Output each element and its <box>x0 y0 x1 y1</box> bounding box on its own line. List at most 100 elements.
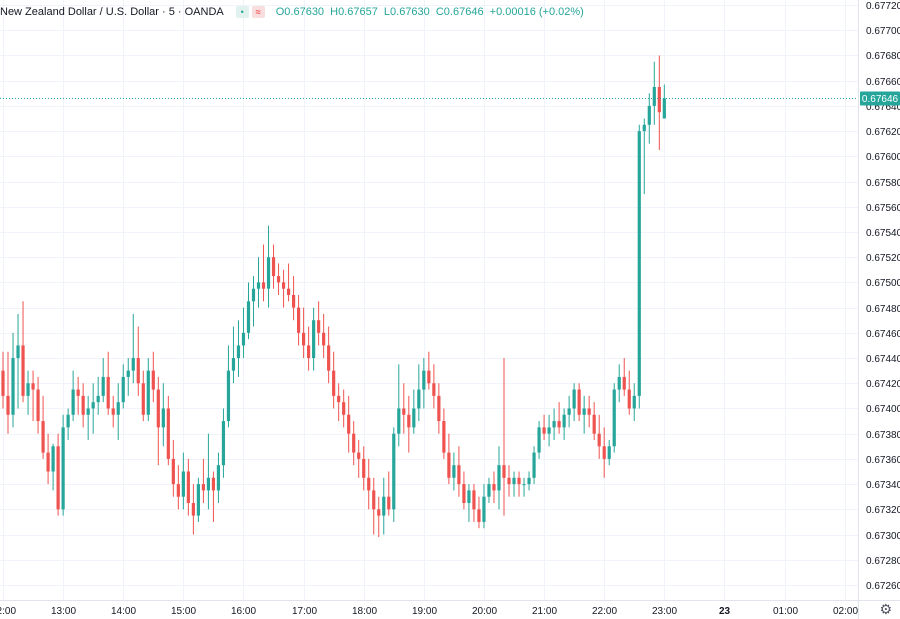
candle[interactable] <box>462 471 466 510</box>
candle[interactable] <box>457 446 461 497</box>
candle[interactable] <box>627 370 631 415</box>
candle[interactable] <box>211 471 216 522</box>
candle[interactable] <box>392 427 396 522</box>
candle[interactable] <box>447 433 451 485</box>
candle[interactable] <box>271 244 276 289</box>
candle[interactable] <box>357 439 361 478</box>
candle[interactable] <box>317 301 321 346</box>
candle[interactable] <box>492 471 496 504</box>
gear-icon[interactable]: ⚙ <box>879 601 892 617</box>
candle[interactable] <box>66 408 70 440</box>
candle[interactable] <box>36 376 40 434</box>
candle[interactable] <box>246 282 251 340</box>
candle[interactable] <box>337 383 341 422</box>
candle[interactable] <box>181 452 185 510</box>
candle[interactable] <box>236 320 241 377</box>
candle[interactable] <box>352 421 356 466</box>
candle[interactable] <box>607 439 611 466</box>
candle[interactable] <box>11 332 15 428</box>
candle[interactable] <box>532 446 536 485</box>
candle[interactable] <box>347 395 351 453</box>
candles[interactable] <box>1 55 666 538</box>
price-axis[interactable]: 0.67260 0.67280 0.67300 0.67320 0.67340 0.673… <box>858 0 900 619</box>
candle[interactable] <box>557 402 561 434</box>
candle[interactable] <box>71 370 75 422</box>
candle[interactable] <box>46 433 50 485</box>
candle[interactable] <box>61 414 65 516</box>
candle[interactable] <box>407 395 411 453</box>
candle[interactable] <box>547 414 551 447</box>
candle[interactable] <box>332 351 336 409</box>
candle[interactable] <box>1 351 5 409</box>
candle[interactable] <box>141 370 145 422</box>
candle[interactable] <box>322 313 326 359</box>
candle[interactable] <box>482 484 486 529</box>
candle[interactable] <box>256 257 261 308</box>
candle[interactable] <box>51 443 55 491</box>
candle[interactable] <box>101 358 105 403</box>
candle[interactable] <box>412 389 416 434</box>
candle[interactable] <box>517 471 521 497</box>
dot-icon[interactable]: • <box>235 6 249 18</box>
candle[interactable] <box>577 383 581 422</box>
candle[interactable] <box>512 471 516 497</box>
candle[interactable] <box>567 395 571 428</box>
candle[interactable] <box>241 307 246 359</box>
candle[interactable] <box>116 383 120 440</box>
candle[interactable] <box>126 358 130 396</box>
candle[interactable] <box>161 383 165 447</box>
candle[interactable] <box>276 263 281 295</box>
candle[interactable] <box>312 307 316 371</box>
candle[interactable] <box>367 458 371 510</box>
candle[interactable] <box>582 395 586 434</box>
candle[interactable] <box>432 364 436 409</box>
candle[interactable] <box>91 383 95 434</box>
candle[interactable] <box>166 395 170 466</box>
candle[interactable] <box>206 433 211 510</box>
candle[interactable] <box>632 383 636 422</box>
candle[interactable] <box>186 458 190 516</box>
candle[interactable] <box>422 358 426 409</box>
candle[interactable] <box>472 484 476 522</box>
candle[interactable] <box>622 358 626 396</box>
candle[interactable] <box>562 408 566 440</box>
candle[interactable] <box>26 370 30 415</box>
candle[interactable] <box>507 465 511 497</box>
candle[interactable] <box>647 93 651 144</box>
candle[interactable] <box>427 351 431 390</box>
candle[interactable] <box>191 484 195 535</box>
candle[interactable] <box>502 358 506 516</box>
candle[interactable] <box>437 383 441 434</box>
candle[interactable] <box>527 471 531 491</box>
candle[interactable] <box>111 395 115 428</box>
candle[interactable] <box>266 225 271 308</box>
candle[interactable] <box>31 370 35 422</box>
wave-icon[interactable]: ≈ <box>251 6 265 18</box>
candle[interactable] <box>362 446 366 491</box>
candle[interactable] <box>156 376 160 466</box>
candle[interactable] <box>342 389 346 428</box>
candle[interactable] <box>497 446 501 510</box>
symbol-title[interactable]: New Zealand Dollar / U.S. Dollar · 5 · O… <box>0 6 224 18</box>
candle[interactable] <box>226 345 231 428</box>
candle[interactable] <box>467 484 471 522</box>
candle[interactable] <box>302 307 306 359</box>
candle[interactable] <box>56 433 60 516</box>
candle[interactable] <box>417 364 421 422</box>
candle[interactable] <box>592 402 596 440</box>
candle[interactable] <box>572 383 576 422</box>
candle[interactable] <box>617 364 621 403</box>
candle[interactable] <box>221 408 226 478</box>
candle[interactable] <box>452 452 456 491</box>
candle[interactable] <box>397 364 401 447</box>
candle[interactable] <box>307 326 311 371</box>
candle[interactable] <box>96 376 100 415</box>
candle[interactable] <box>487 477 491 504</box>
candle[interactable] <box>171 439 175 497</box>
candle[interactable] <box>372 477 376 535</box>
candle[interactable] <box>612 383 616 453</box>
candle[interactable] <box>552 408 556 440</box>
candle[interactable] <box>587 395 591 428</box>
candle[interactable] <box>281 269 286 308</box>
candle[interactable] <box>642 118 646 195</box>
